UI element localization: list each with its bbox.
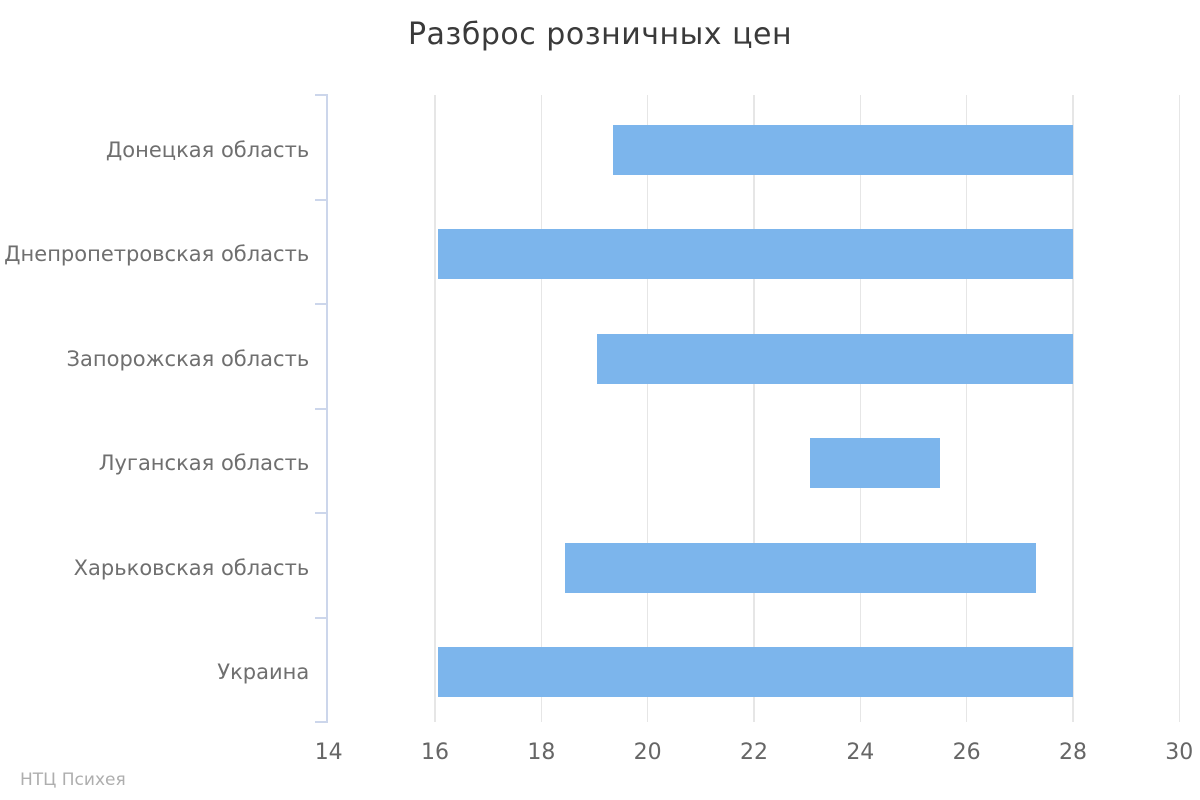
- y-axis-tick: [315, 407, 329, 410]
- x-gridline: [646, 95, 649, 722]
- x-gridline: [540, 95, 543, 722]
- x-gridline: [965, 95, 968, 722]
- y-axis-category-label: Донецкая область: [105, 137, 310, 162]
- x-gridline: [434, 95, 436, 722]
- y-axis-category-label: Запорожская область: [66, 346, 310, 371]
- x-gridline: [1178, 95, 1181, 722]
- y-axis-tick: [315, 303, 329, 305]
- y-axis-tick: [315, 616, 329, 619]
- x-gridline: [1072, 95, 1074, 722]
- y-axis-tick: [315, 94, 329, 96]
- x-axis-tick-label: 20: [633, 740, 662, 765]
- x-gridline: [753, 95, 755, 722]
- x-gridline: [859, 95, 862, 722]
- chart-title: Разброс розничных цен: [407, 17, 793, 52]
- range-bar-2[interactable]: [597, 333, 1073, 384]
- y-axis-tick: [315, 721, 329, 723]
- watermark-credit: НТЦ Психея: [20, 770, 126, 790]
- range-bar-4[interactable]: [565, 542, 1036, 593]
- x-axis-tick-label: 16: [421, 740, 450, 765]
- x-axis-tick-label: 26: [952, 740, 981, 765]
- y-axis-category-label: Луганская область: [98, 451, 310, 476]
- x-axis-tick-label: 18: [527, 740, 556, 765]
- x-axis-tick-label: 30: [1165, 740, 1194, 765]
- x-axis-tick-label: 22: [740, 740, 768, 765]
- range-bar-3[interactable]: [809, 438, 941, 489]
- x-axis-tick-label: 28: [1058, 740, 1087, 765]
- range-bar-5[interactable]: [437, 647, 1073, 698]
- range-bar-0[interactable]: [613, 124, 1073, 175]
- y-axis-category-label: Днепропетровская область: [4, 242, 310, 267]
- y-axis-category-label: Украина: [217, 660, 310, 685]
- y-axis-tick: [315, 512, 329, 514]
- x-axis-tick-label: 24: [846, 740, 875, 765]
- y-axis-tick: [315, 198, 329, 201]
- x-axis-tick-label: 14: [314, 740, 343, 765]
- y-axis-category-label: Харьковская область: [73, 555, 310, 580]
- range-bar-1[interactable]: [437, 229, 1073, 280]
